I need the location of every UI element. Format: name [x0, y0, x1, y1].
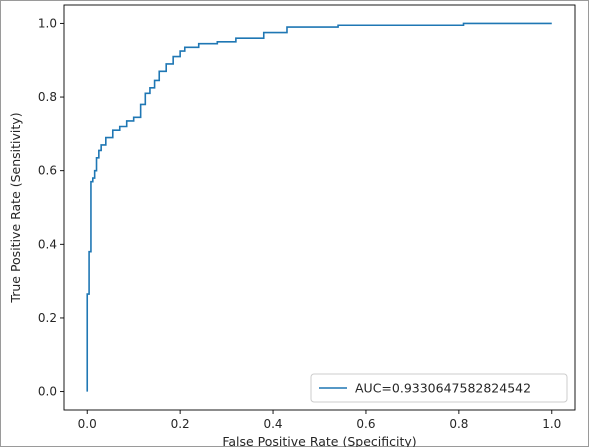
x-tick-label: 0.6 [356, 417, 375, 431]
x-tick-label: 1.0 [542, 417, 561, 431]
legend-entry-label: AUC=0.9330647582824542 [355, 381, 531, 396]
legend: AUC=0.9330647582824542 [310, 373, 568, 403]
y-axis-label: True Positive Rate (Sensitivity) [8, 112, 23, 303]
x-axis: 0.0 0.2 0.4 0.6 0.8 1.0 [78, 410, 561, 431]
x-tick-label: 0.0 [78, 417, 97, 431]
y-axis: 0.0 0.2 0.4 0.6 0.8 1.0 [38, 16, 64, 399]
roc-curve [86, 22, 552, 392]
y-tick-label: 0.0 [38, 385, 57, 399]
plot-area [63, 4, 576, 411]
y-tick-label: 0.4 [38, 237, 57, 251]
x-axis-label: False Positive Rate (Specificity) [222, 434, 416, 447]
y-tick-label: 0.8 [38, 90, 57, 104]
x-tick-label: 0.4 [263, 417, 282, 431]
x-tick-label: 0.2 [171, 417, 190, 431]
y-tick-label: 0.6 [38, 164, 57, 178]
x-tick-label: 0.8 [449, 417, 468, 431]
y-tick-label: 0.2 [38, 311, 57, 325]
y-tick-label: 1.0 [38, 16, 57, 30]
legend-box [310, 373, 568, 403]
